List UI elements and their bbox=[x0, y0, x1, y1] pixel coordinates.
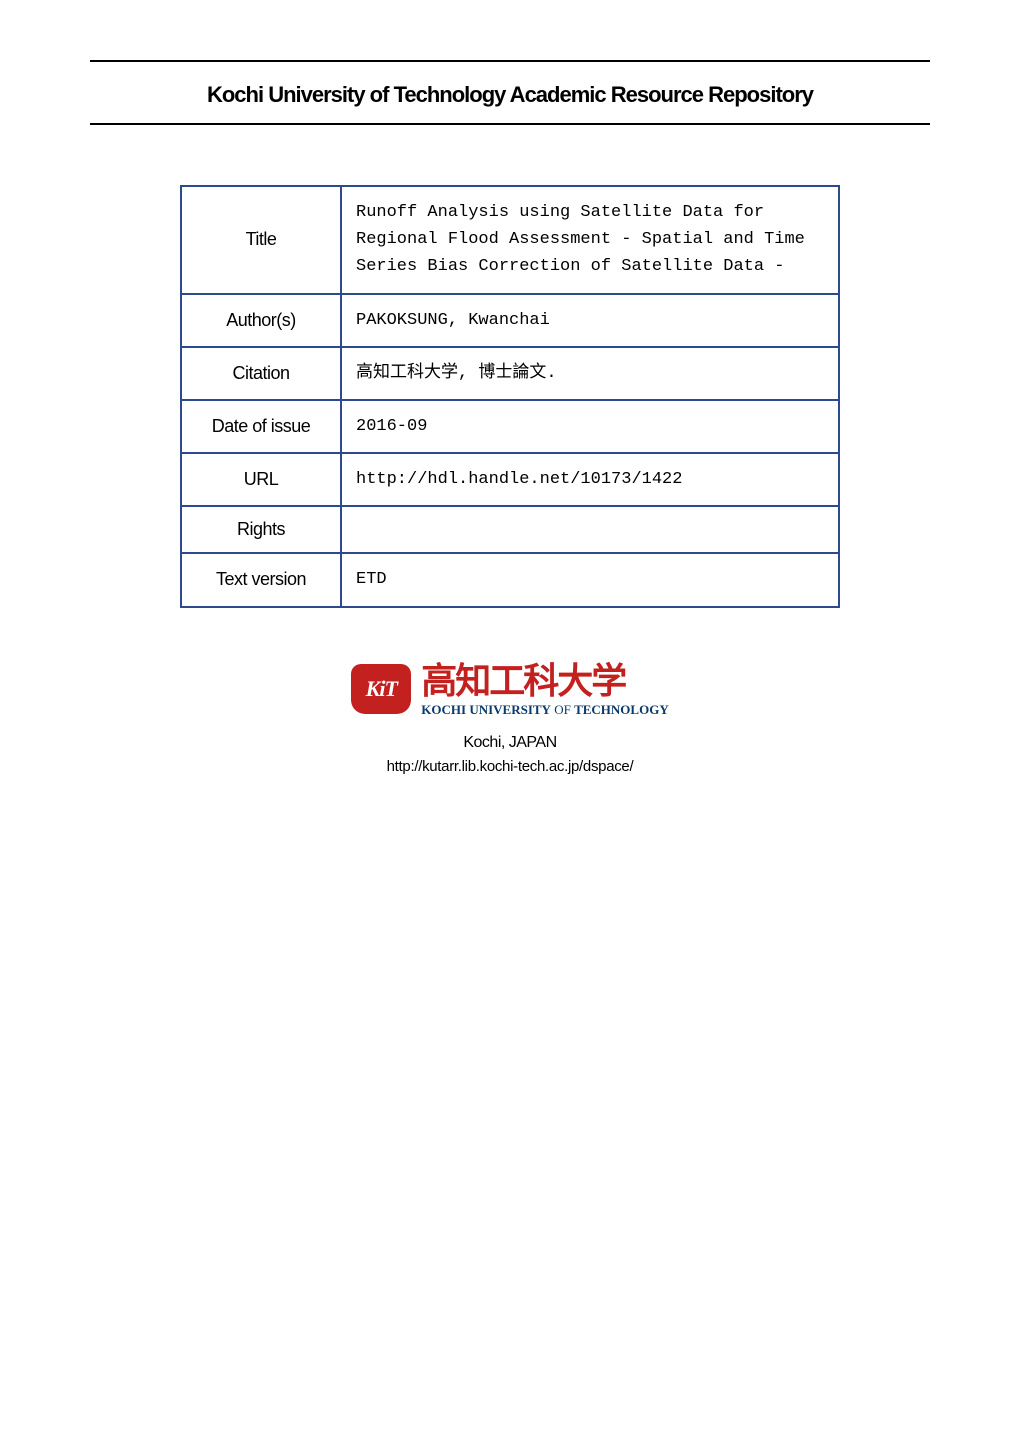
field-label-rights: Rights bbox=[181, 506, 341, 553]
logo-en-part2: TECHNOLOGY bbox=[574, 702, 669, 717]
field-value-rights bbox=[341, 506, 839, 553]
field-label-citation: Citation bbox=[181, 347, 341, 400]
field-label-authors: Author(s) bbox=[181, 294, 341, 347]
logo-text: 高知工科大学 KOCHI UNIVERSITY OF TECHNOLOGY bbox=[421, 663, 668, 716]
field-value-date: 2016-09 bbox=[341, 400, 839, 453]
page: Kochi University of Technology Academic … bbox=[0, 0, 1020, 835]
bottom-rule bbox=[90, 123, 930, 125]
field-value-title: Runoff Analysis using Satellite Data for… bbox=[341, 186, 839, 294]
table-row: Title Runoff Analysis using Satellite Da… bbox=[181, 186, 839, 294]
repository-heading: Kochi University of Technology Academic … bbox=[90, 82, 930, 108]
field-value-url: http://hdl.handle.net/10173/1422 bbox=[341, 453, 839, 506]
footer-location: Kochi, JAPAN bbox=[90, 734, 930, 752]
top-rule bbox=[90, 60, 930, 62]
field-value-citation: 高知工科大学, 博士論文. bbox=[341, 347, 839, 400]
table-row: URL http://hdl.handle.net/10173/1422 bbox=[181, 453, 839, 506]
field-value-textversion: ETD bbox=[341, 553, 839, 606]
logo-badge-text: KiT bbox=[366, 676, 397, 702]
metadata-table: Title Runoff Analysis using Satellite Da… bbox=[180, 185, 840, 608]
university-logo: KiT 高知工科大学 KOCHI UNIVERSITY OF TECHNOLOG… bbox=[351, 663, 668, 716]
logo-en-of: OF bbox=[551, 702, 574, 717]
field-value-authors: PAKOKSUNG, Kwanchai bbox=[341, 294, 839, 347]
table-row: Citation 高知工科大学, 博士論文. bbox=[181, 347, 839, 400]
table-row: Date of issue 2016-09 bbox=[181, 400, 839, 453]
logo-badge-icon: KiT bbox=[351, 664, 411, 714]
table-row: Rights bbox=[181, 506, 839, 553]
logo-en-part1: KOCHI UNIVERSITY bbox=[421, 702, 551, 717]
field-label-title: Title bbox=[181, 186, 341, 294]
table-row: Text version ETD bbox=[181, 553, 839, 606]
table-row: Author(s) PAKOKSUNG, Kwanchai bbox=[181, 294, 839, 347]
field-label-date: Date of issue bbox=[181, 400, 341, 453]
field-label-url: URL bbox=[181, 453, 341, 506]
footer-url: http://kutarr.lib.kochi-tech.ac.jp/dspac… bbox=[90, 758, 930, 775]
logo-english-name: KOCHI UNIVERSITY OF TECHNOLOGY bbox=[421, 703, 668, 716]
logo-japanese-name: 高知工科大学 bbox=[421, 663, 625, 699]
field-label-textversion: Text version bbox=[181, 553, 341, 606]
logo-block: KiT 高知工科大学 KOCHI UNIVERSITY OF TECHNOLOG… bbox=[90, 663, 930, 716]
